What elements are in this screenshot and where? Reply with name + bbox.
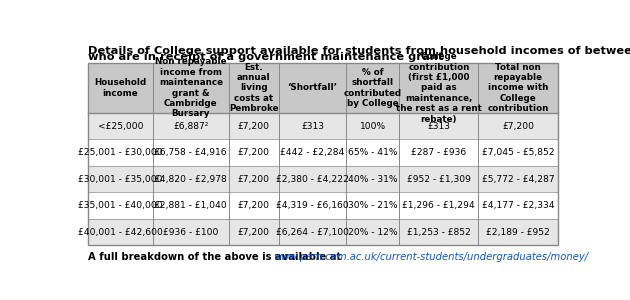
- Bar: [88, 219, 558, 245]
- Bar: [88, 63, 558, 113]
- Text: College
contribution
(first £1,000
paid as
maintenance,
the rest as a rent
rebat: College contribution (first £1,000 paid …: [396, 52, 482, 124]
- Text: £313: £313: [427, 122, 450, 131]
- Text: £4,177 - £2,334: £4,177 - £2,334: [482, 201, 554, 210]
- Bar: [88, 193, 558, 219]
- Text: 30% - 21%: 30% - 21%: [348, 201, 398, 210]
- Text: £287 - £936: £287 - £936: [411, 148, 466, 157]
- Text: £2,380 - £4,222: £2,380 - £4,222: [276, 175, 349, 184]
- Text: who are in receipt of a government maintenance grant: who are in receipt of a government maint…: [88, 52, 444, 62]
- Text: £25,001 - £30,000: £25,001 - £30,000: [78, 148, 163, 157]
- Text: £2,189 - £952: £2,189 - £952: [486, 228, 550, 237]
- Text: 20% - 12%: 20% - 12%: [348, 228, 398, 237]
- Text: £6,887²: £6,887²: [173, 122, 209, 131]
- Text: £7,200: £7,200: [502, 122, 534, 131]
- Bar: [88, 140, 558, 166]
- Text: £2,881 - £1,040: £2,881 - £1,040: [154, 201, 227, 210]
- Text: Details of College support available for students from household incomes of betw: Details of College support available for…: [88, 46, 630, 56]
- Text: 65% - 41%: 65% - 41%: [348, 148, 398, 157]
- Text: Est.
annual
living
costs at
Pembroke: Est. annual living costs at Pembroke: [229, 63, 278, 113]
- Text: £442 - £2,284: £442 - £2,284: [280, 148, 345, 157]
- Text: A full breakdown of the above is available at: A full breakdown of the above is availab…: [88, 252, 345, 262]
- Text: £35,001 - £40,000: £35,001 - £40,000: [78, 201, 163, 210]
- Text: £7,200: £7,200: [238, 122, 270, 131]
- Text: £1,296 - £1,294: £1,296 - £1,294: [403, 201, 475, 210]
- Text: Household
income: Household income: [94, 78, 146, 98]
- Text: www.pem.cam.ac.uk/current-students/undergraduates/money/: www.pem.cam.ac.uk/current-students/under…: [273, 252, 588, 262]
- Text: £7,200: £7,200: [238, 201, 270, 210]
- Text: £313: £313: [301, 122, 324, 131]
- Text: <£25,000: <£25,000: [98, 122, 143, 131]
- Text: £1,253 - £852: £1,253 - £852: [407, 228, 471, 237]
- Text: Non repayable
income from
maintenance
grant &
Cambridge
Bursary: Non repayable income from maintenance gr…: [155, 58, 227, 118]
- Bar: [88, 63, 558, 245]
- Text: £7,200: £7,200: [238, 148, 270, 157]
- Text: 100%: 100%: [360, 122, 386, 131]
- Text: £40,001 - £42,600: £40,001 - £42,600: [78, 228, 163, 237]
- Text: £7,200: £7,200: [238, 175, 270, 184]
- Bar: [88, 166, 558, 193]
- Text: 40% - 31%: 40% - 31%: [348, 175, 398, 184]
- Text: £5,772 - £4,287: £5,772 - £4,287: [482, 175, 554, 184]
- Text: ‘Shortfall’: ‘Shortfall’: [288, 83, 338, 92]
- Text: £7,200: £7,200: [238, 228, 270, 237]
- Text: £30,001 - £35,000: £30,001 - £35,000: [78, 175, 163, 184]
- Bar: [88, 113, 558, 140]
- Text: £936 - £100: £936 - £100: [163, 228, 219, 237]
- Text: £6,264 - £7,100: £6,264 - £7,100: [276, 228, 349, 237]
- Text: £4,820 - £2,978: £4,820 - £2,978: [154, 175, 227, 184]
- Text: % of
shortfall
contributed
by College: % of shortfall contributed by College: [344, 68, 402, 108]
- Text: £7,045 - £5,852: £7,045 - £5,852: [482, 148, 554, 157]
- Text: £6,758 - £4,916: £6,758 - £4,916: [154, 148, 227, 157]
- Text: £952 - £1,309: £952 - £1,309: [407, 175, 471, 184]
- Text: £4,319 - £6,160: £4,319 - £6,160: [276, 201, 349, 210]
- Text: Total non
repayable
income with
College
contribution: Total non repayable income with College …: [488, 63, 549, 113]
